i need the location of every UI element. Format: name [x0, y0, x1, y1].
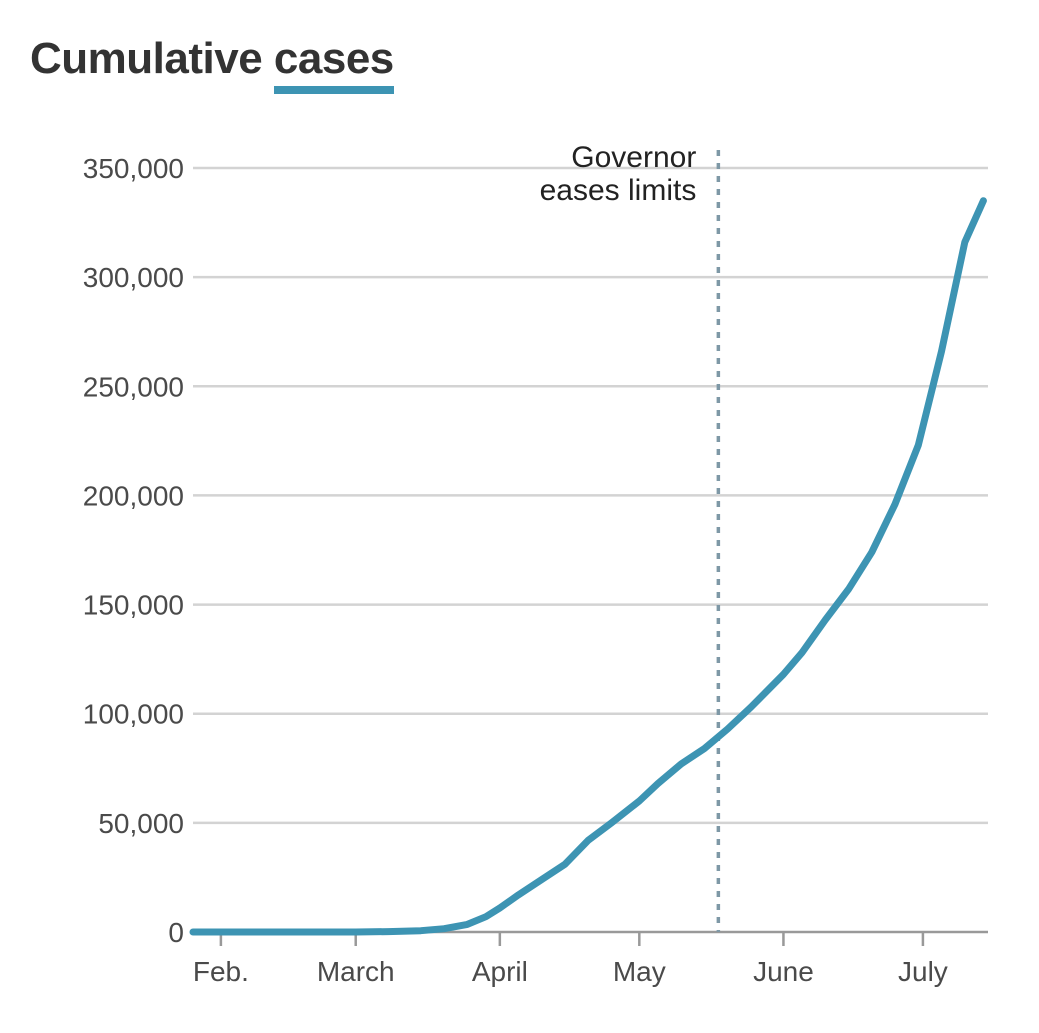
x-tick-label: March [317, 956, 395, 987]
title-highlight: cases [273, 34, 394, 94]
chart-title: Cumulative cases [30, 34, 394, 94]
y-tick-label: 150,000 [83, 590, 184, 621]
annotation-label: Governor [571, 141, 696, 174]
title-legend-swatch [273, 86, 394, 94]
x-tick-label: Feb. [193, 956, 249, 987]
x-tick-label: June [753, 956, 814, 987]
series-line-cumulative-cases [189, 197, 987, 936]
x-tick-label: July [898, 956, 948, 987]
y-tick-label: 300,000 [83, 262, 184, 293]
x-axis: Feb. March April May June July [193, 930, 988, 987]
y-tick-label: 0 [168, 917, 184, 948]
y-axis-ticks: 0 50,000 100,000 150,000 200,000 250,000 300,0… [83, 153, 184, 948]
x-tick-label: April [472, 956, 528, 987]
x-tick-label: May [613, 956, 666, 987]
y-tick-label: 350,000 [83, 153, 184, 184]
y-tick-label: 100,000 [83, 699, 184, 730]
y-tick-label: 50,000 [98, 808, 184, 839]
title-highlight-text: cases [273, 34, 394, 83]
series-lines [189, 197, 987, 936]
y-tick-label: 200,000 [83, 480, 184, 511]
annotation-label: eases limits [540, 174, 697, 207]
title-main: Cumulative [30, 34, 263, 83]
y-tick-label: 250,000 [83, 371, 184, 402]
gridlines [193, 166, 988, 825]
